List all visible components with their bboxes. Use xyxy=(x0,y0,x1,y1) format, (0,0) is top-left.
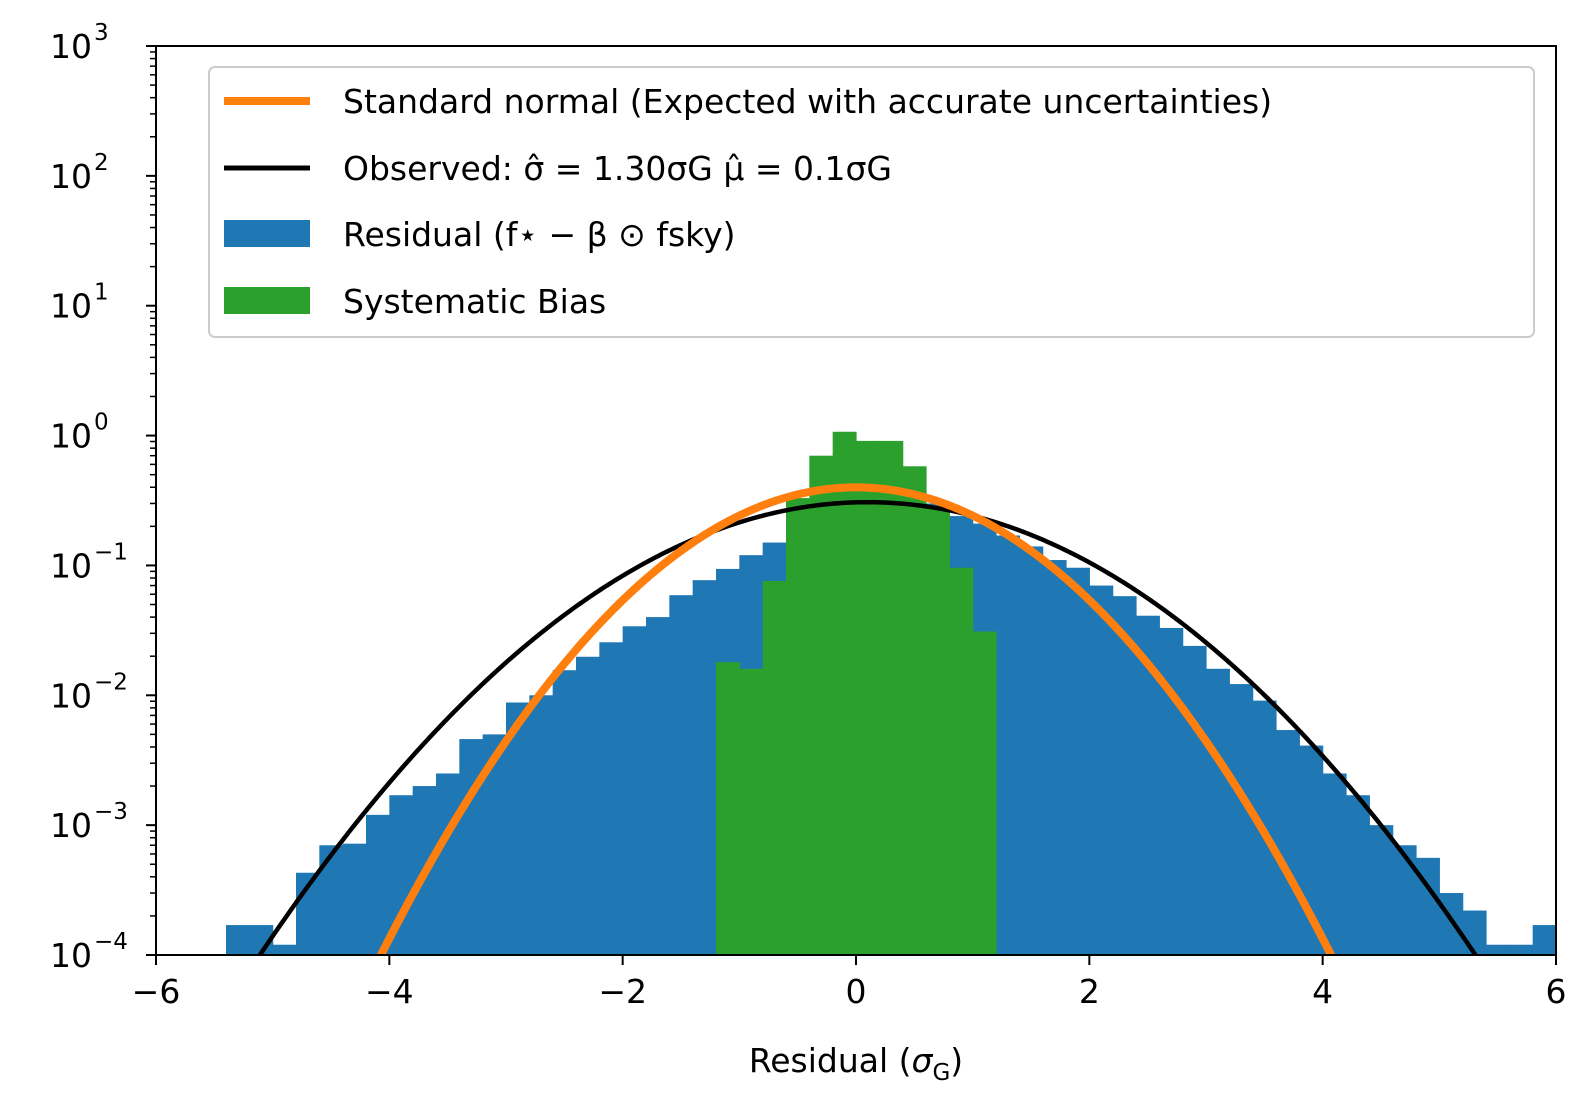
bias-bar-1 xyxy=(739,668,764,955)
bias-bar-11 xyxy=(972,631,997,955)
y-tick-label-0: 10 xyxy=(50,936,92,975)
x-tick-label-4: 2 xyxy=(1079,972,1100,1011)
y-tick-exponent-3: −1 xyxy=(94,539,128,565)
x-tick-label-0: −6 xyxy=(132,972,181,1011)
residual-bar-19 xyxy=(669,595,694,955)
residual-bar-36 xyxy=(1066,567,1090,955)
residual-bar-11 xyxy=(482,734,507,955)
residual-bar-7 xyxy=(389,795,414,955)
plot-area xyxy=(226,431,1556,955)
residual-bar-6 xyxy=(366,814,390,955)
residual-bar-0 xyxy=(226,925,250,955)
legend-label-observed: Observed: σ̂ = 1.30σG μ̂ = 0.1σG xyxy=(343,149,892,188)
y-tick-label-2: 10 xyxy=(50,676,92,715)
residual-bar-38 xyxy=(1112,596,1137,955)
residual-bar-9 xyxy=(436,773,460,955)
residual-bar-16 xyxy=(599,642,624,955)
bias-bar-9 xyxy=(926,507,950,955)
bias-bar-2 xyxy=(762,580,787,955)
y-tick-exponent-5: 1 xyxy=(94,280,109,306)
y-tick-exponent-0: −4 xyxy=(94,929,128,955)
residual-bar-4 xyxy=(319,845,344,955)
bias-bar-7 xyxy=(879,440,904,955)
y-tick-exponent-6: 2 xyxy=(94,150,109,176)
residual-bar-37 xyxy=(1089,585,1114,955)
residual-bar-54 xyxy=(1486,944,1510,955)
bias-bar-0 xyxy=(716,662,740,955)
x-tick-label-6: 6 xyxy=(1546,972,1567,1011)
residual-bar-49 xyxy=(1369,825,1394,955)
residual-bar-5 xyxy=(342,843,367,955)
residual-bar-41 xyxy=(1182,645,1207,955)
legend: Standard normal (Expected with accurate … xyxy=(208,66,1535,338)
standard-normal-curve xyxy=(376,483,1336,955)
y-tick-exponent-1: −3 xyxy=(94,799,128,825)
residual-bar-40 xyxy=(1159,627,1184,955)
x-axis-label: Residual (σG) xyxy=(749,1041,963,1086)
x-tick-label-3: 0 xyxy=(846,972,867,1011)
residual-bar-34 xyxy=(1019,546,1044,955)
x-tick-label-5: 4 xyxy=(1312,972,1333,1011)
y-tick-exponent-4: 0 xyxy=(94,410,109,436)
residual-bar-20 xyxy=(692,580,717,955)
bias-bar-6 xyxy=(856,440,880,955)
bias-bar-8 xyxy=(902,466,927,955)
x-axis: −6 −4 −2 0 2 4 6 xyxy=(132,955,1567,1011)
residual-bar-15 xyxy=(576,656,600,955)
residual-bar-2 xyxy=(272,944,297,955)
residual-bar-55 xyxy=(1509,944,1534,955)
residual-bar-33 xyxy=(996,535,1020,955)
y-tick-exponent-2: −2 xyxy=(94,669,128,695)
x-tick-label-2: −2 xyxy=(598,972,647,1011)
residual-bar-18 xyxy=(646,617,670,955)
legend-box xyxy=(208,66,1535,338)
y-tick-label-5: 10 xyxy=(50,287,92,326)
residual-bar-56 xyxy=(1532,925,1556,955)
residual-bar-14 xyxy=(552,670,577,955)
residual-bar-48 xyxy=(1346,795,1370,955)
systematic-bias-bars xyxy=(716,431,997,955)
residual-bar-13 xyxy=(529,695,554,955)
y-tick-label-4: 10 xyxy=(50,417,92,456)
y-tick-label-3: 10 xyxy=(50,546,92,585)
bias-bar-5 xyxy=(832,431,857,955)
residual-bar-53 xyxy=(1462,910,1487,955)
x-tick-label-1: −4 xyxy=(365,972,414,1011)
legend-swatch-residual xyxy=(224,220,310,247)
residual-bar-45 xyxy=(1276,730,1300,955)
residual-bar-47 xyxy=(1322,773,1347,955)
residual-bar-17 xyxy=(622,626,647,955)
residual-bar-52 xyxy=(1439,893,1464,955)
legend-swatch-bias xyxy=(224,287,310,314)
bias-bar-10 xyxy=(949,567,974,955)
bias-bar-3 xyxy=(786,498,810,955)
y-tick-label-1: 10 xyxy=(50,806,92,845)
residual-bar-42 xyxy=(1206,668,1230,955)
legend-label-standard: Standard normal (Expected with accurate … xyxy=(343,82,1272,121)
y-tick-label-6: 10 xyxy=(50,157,92,196)
bias-bar-4 xyxy=(809,455,834,955)
residual-bar-12 xyxy=(506,702,530,955)
residual-bar-43 xyxy=(1229,684,1254,955)
y-tick-label-7: 10 xyxy=(50,27,92,66)
residual-bar-35 xyxy=(1042,560,1067,955)
legend-label-residual: Residual (f⋆ − β ⊙ fsky) xyxy=(343,215,735,254)
legend-label-bias: Systematic Bias xyxy=(343,282,606,321)
y-tick-exponent-7: 3 xyxy=(94,20,109,46)
residual-bar-10 xyxy=(459,739,484,955)
residual-bar-39 xyxy=(1136,615,1160,955)
observed-curve xyxy=(257,499,1479,955)
residual-bar-50 xyxy=(1392,845,1417,955)
